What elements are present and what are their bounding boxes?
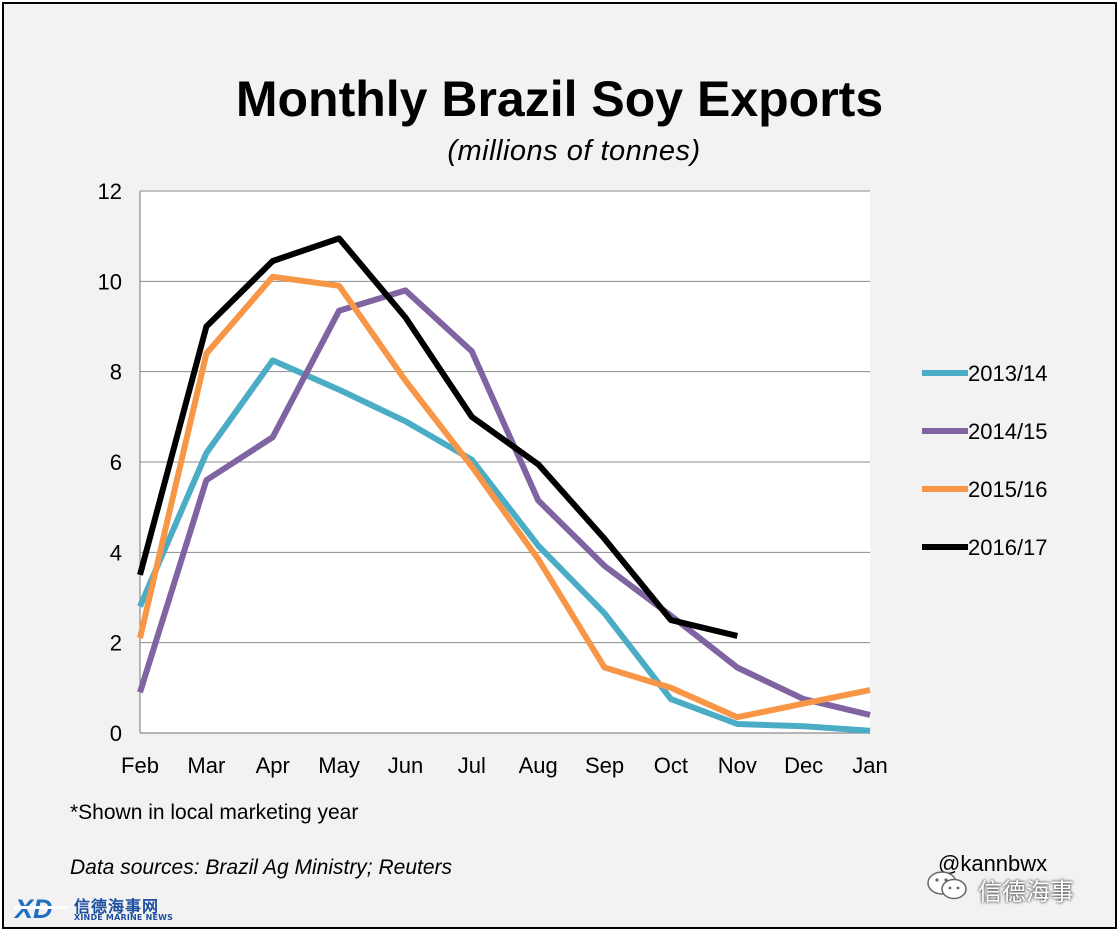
y-tick-label: 12	[98, 179, 122, 204]
data-source: Data sources: Brazil Ag Ministry; Reuter…	[70, 856, 453, 879]
x-tick-label: Jun	[388, 753, 423, 778]
legend-label: 2015/16	[968, 477, 1048, 502]
wechat-icon	[927, 871, 967, 900]
series-line-2015-16	[137, 273, 871, 721]
y-tick-label: 0	[110, 721, 122, 746]
x-tick-label: Jul	[458, 753, 486, 778]
series-line-2014-15	[137, 287, 871, 718]
logo-english: XINDE MARINE NEWS	[74, 913, 174, 922]
x-tick-label: Apr	[256, 753, 290, 778]
chart-canvas: 0 2 4 6 8 10 12 Feb Mar Apr May Jun Jul Aug Sep Oct Nov D…	[98, 179, 1048, 778]
x-tick-label: Nov	[718, 753, 757, 778]
y-tick-label: 4	[110, 540, 122, 565]
x-tick-label: Sep	[585, 753, 624, 778]
footnote: *Shown in local marketing year	[70, 801, 359, 824]
x-tick-label: May	[318, 753, 360, 778]
wechat-watermark: 信德海事	[926, 868, 1106, 908]
xinde-logo: XD 信德海事网 XINDE MARINE NEWS	[14, 892, 174, 928]
y-tick-label: 2	[110, 631, 122, 656]
x-tick-label: Jan	[852, 753, 887, 778]
legend-label: 2016/17	[968, 535, 1048, 560]
wechat-label: 信德海事	[978, 878, 1074, 906]
chart-title: Monthly Brazil Soy Exports	[235, 71, 884, 127]
series-line-2013-14	[137, 357, 871, 734]
xd-logo-icon: XD	[14, 894, 68, 922]
logo-chinese: 信德海事网	[74, 897, 160, 916]
x-tick-label: Oct	[654, 753, 688, 778]
y-tick-label: 6	[110, 450, 122, 475]
x-tick-label: Mar	[187, 753, 225, 778]
legend-label: 2014/15	[968, 419, 1048, 444]
y-tick-label: 8	[110, 360, 122, 385]
legend-label: 2013/14	[968, 361, 1048, 386]
x-tick-label: Dec	[784, 753, 823, 778]
x-tick-label: Aug	[519, 753, 558, 778]
chart-subtitle: (millions of tonnes)	[447, 135, 701, 167]
y-tick-label: 10	[98, 269, 122, 294]
series-line-2016-17	[137, 235, 738, 639]
x-tick-label: Feb	[121, 753, 159, 778]
author-handle: @kannbwx	[938, 851, 1048, 876]
